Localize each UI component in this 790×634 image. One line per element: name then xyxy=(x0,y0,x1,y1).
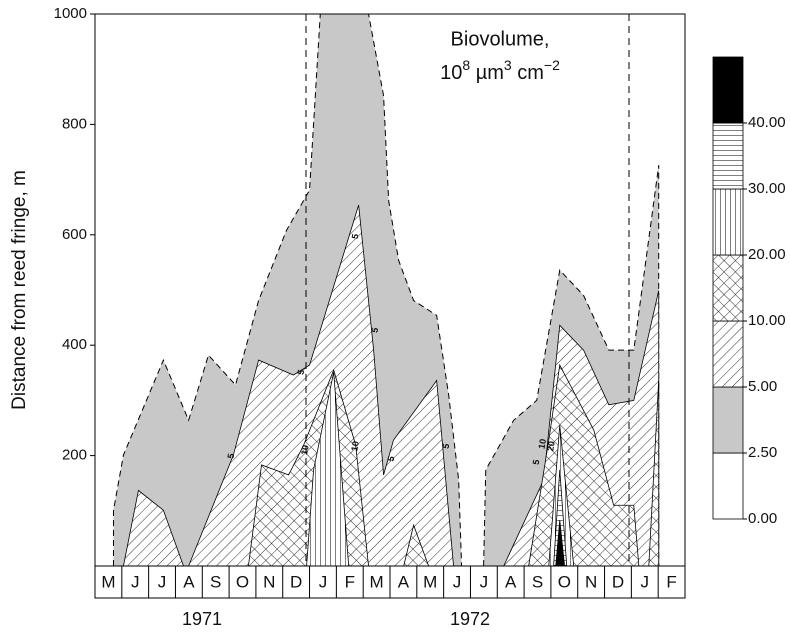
contour-label: 20 xyxy=(545,440,557,452)
x-tick-label: M xyxy=(370,572,384,591)
units-part: 3 xyxy=(504,57,512,73)
colorbar-band xyxy=(712,254,744,322)
colorbar-label: 10.00 xyxy=(748,312,786,329)
contour-label: 5 xyxy=(531,459,542,466)
colorbar-label: 5.00 xyxy=(748,378,777,395)
contour-label: 5 xyxy=(296,369,307,376)
contour-label: 10 xyxy=(349,440,361,452)
x-tick-label: A xyxy=(183,572,195,591)
x-tick-label: D xyxy=(612,572,624,591)
x-tick-label: J xyxy=(453,572,462,591)
x-tick-label: J xyxy=(480,572,489,591)
contour-label: 10 xyxy=(536,438,548,450)
y-tick-label: 800 xyxy=(62,115,87,132)
colorbar-band xyxy=(712,452,744,520)
y-tick-label: 400 xyxy=(62,336,87,353)
contour-label: 10 xyxy=(299,444,311,456)
x-tick-label: O xyxy=(236,572,249,591)
y-axis-label: Distance from reed fringe, m xyxy=(9,170,30,410)
x-tick-label: A xyxy=(505,572,517,591)
colorbar-band xyxy=(712,386,744,454)
contour-label: 5 xyxy=(370,327,381,334)
colorbar-label: 40.00 xyxy=(748,114,786,131)
x-tick-label: N xyxy=(585,572,597,591)
contour-region xyxy=(188,204,454,567)
x-tick-label: M xyxy=(423,572,437,591)
y-tick-label: 200 xyxy=(62,447,87,464)
contour-label: 5 xyxy=(441,443,452,450)
colorbar-band xyxy=(712,188,744,256)
units-part: µm xyxy=(470,62,504,84)
x-tick-label: S xyxy=(210,572,221,591)
year-label: 1971 xyxy=(182,609,222,629)
units-part: 8 xyxy=(462,57,470,73)
units-part: −2 xyxy=(544,57,560,73)
y-tick-label: 600 xyxy=(62,226,87,243)
y-tick-label: 1000 xyxy=(54,5,87,22)
chart-title: Biovolume, xyxy=(451,28,550,50)
colorbar-label: 2.50 xyxy=(748,444,777,461)
x-tick-label: O xyxy=(558,572,571,591)
x-tick-label: F xyxy=(345,572,355,591)
colorbar-label: 0.00 xyxy=(748,510,777,527)
contour-label: 5 xyxy=(350,233,361,240)
colorbar-band xyxy=(712,56,744,124)
x-tick-label: F xyxy=(666,572,676,591)
x-tick-label: J xyxy=(131,572,140,591)
x-tick-label: M xyxy=(101,572,115,591)
units: 108 µm3 cm−2 xyxy=(440,57,560,85)
colorbar-label: 20.00 xyxy=(748,246,786,263)
units-part: cm xyxy=(512,62,544,84)
units-part: 10 xyxy=(440,62,462,84)
contour-label: 5 xyxy=(226,453,237,460)
x-tick-label: N xyxy=(263,572,275,591)
colorbar-label: 30.00 xyxy=(748,180,786,197)
contour-label: 5 xyxy=(386,455,397,462)
year-label: 1972 xyxy=(450,609,490,629)
x-tick-label: S xyxy=(532,572,543,591)
x-tick-label: J xyxy=(641,572,650,591)
colorbar: 0.00 2.50 5.00 10.00 20.00 30.00 40.00 xyxy=(712,56,786,527)
colorbar-band xyxy=(712,122,744,190)
x-tick-label: A xyxy=(398,572,410,591)
x-tick-label: J xyxy=(158,572,167,591)
colorbar-band xyxy=(712,320,744,388)
x-tick-label: J xyxy=(319,572,328,591)
x-tick-label: D xyxy=(290,572,302,591)
